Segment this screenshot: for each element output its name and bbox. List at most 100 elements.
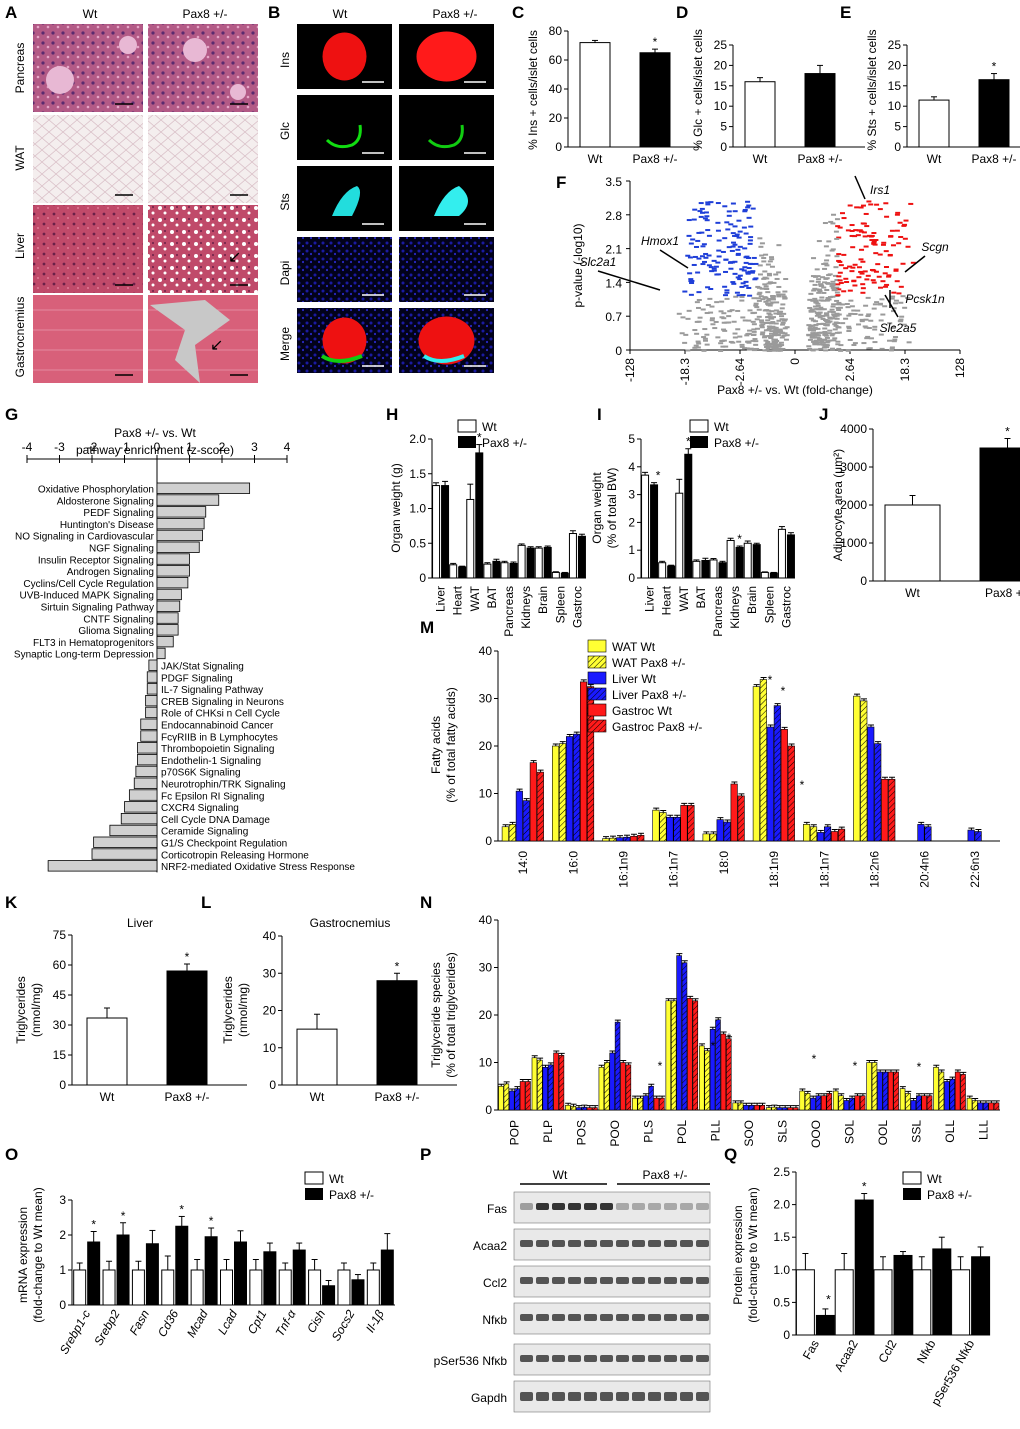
significance-star: * bbox=[727, 1031, 732, 1045]
volcano-point bbox=[729, 249, 735, 252]
volcano-point bbox=[716, 239, 722, 242]
volcano-point bbox=[696, 231, 702, 234]
significance-star: * bbox=[658, 1059, 663, 1073]
significance-star: * bbox=[121, 1209, 126, 1223]
volcano-point bbox=[743, 256, 749, 259]
x-tick-label: Socs2 bbox=[329, 1307, 358, 1343]
pathway-label: Androgen Signaling bbox=[67, 567, 154, 578]
volcano-point bbox=[769, 265, 775, 268]
volcano-point bbox=[727, 261, 733, 264]
annotation-arrow bbox=[597, 270, 661, 291]
volcano-point bbox=[820, 341, 826, 344]
volcano-point bbox=[824, 336, 830, 339]
blot-band bbox=[632, 1277, 645, 1284]
x-tick-label: Wt bbox=[905, 586, 920, 600]
legend-swatch-wt bbox=[902, 1171, 922, 1185]
merge-insulin bbox=[418, 316, 475, 365]
y-axis-label: Protein expression bbox=[731, 1205, 745, 1304]
bar-Liver Pax8 +/--18:1n7 bbox=[823, 826, 832, 842]
x-tick-label: 4 bbox=[284, 440, 291, 454]
panel-letter-k: K bbox=[5, 893, 18, 912]
volcano-point bbox=[887, 322, 893, 325]
bar-Wt bbox=[579, 42, 611, 148]
volcano-point bbox=[679, 332, 685, 335]
volcano-point bbox=[730, 281, 736, 284]
x-tick-label: Kidneys bbox=[519, 586, 533, 629]
volcano-point bbox=[883, 285, 889, 288]
volcano-point bbox=[723, 345, 729, 348]
bar-WAT Pax8 +/--POL bbox=[670, 1000, 677, 1111]
volcano-point bbox=[816, 334, 822, 337]
y-axis-label: % Ins + cells/islet cells bbox=[526, 30, 540, 150]
volcano-point bbox=[876, 275, 882, 278]
volcano-point bbox=[812, 297, 818, 300]
legend-swatch-pax8 bbox=[690, 436, 708, 448]
volcano-point bbox=[751, 323, 757, 326]
volcano-point bbox=[880, 313, 886, 316]
volcano-point bbox=[858, 206, 864, 209]
x-tick-label: Pancreas bbox=[711, 586, 725, 637]
volcano-point bbox=[891, 291, 897, 294]
volcano-point bbox=[806, 345, 812, 348]
volcano-point bbox=[822, 327, 828, 330]
significance-star: * bbox=[781, 684, 786, 698]
volcano-point bbox=[872, 243, 878, 246]
volcano-point bbox=[779, 344, 785, 347]
y-tick-label: 5 bbox=[894, 120, 901, 134]
volcano-point bbox=[768, 281, 774, 284]
volcano-point bbox=[813, 332, 819, 335]
volcano-point bbox=[883, 266, 889, 269]
volcano-point bbox=[896, 292, 902, 295]
panel-letter-j: J bbox=[819, 405, 828, 424]
x-tick-label: SSL bbox=[909, 1120, 923, 1143]
volcano-point bbox=[728, 267, 734, 270]
volcano-point bbox=[838, 264, 844, 267]
bar-Gastroc Wt-SLS bbox=[787, 1107, 794, 1111]
volcano-point bbox=[830, 284, 836, 287]
volcano-point bbox=[811, 257, 817, 260]
volcano-point bbox=[817, 343, 823, 346]
y-tick-label: 0 bbox=[59, 1298, 66, 1312]
volcano-point bbox=[891, 307, 897, 310]
bar-Liver Wt-LLL bbox=[977, 1102, 984, 1111]
islet-blob bbox=[183, 38, 207, 62]
bar-Liver Pax8 +/--16:1n9 bbox=[623, 836, 631, 842]
volcano-point bbox=[720, 345, 726, 348]
panelB-row-merge: Merge bbox=[278, 327, 292, 361]
volcano-point bbox=[815, 327, 821, 330]
volcano-point bbox=[848, 312, 854, 315]
bar-Pax8 +/- bbox=[978, 79, 1010, 148]
volcano-point bbox=[835, 307, 841, 310]
bar-Liver Wt-PLS bbox=[642, 1095, 649, 1111]
bar-Gastroc Wt-POS bbox=[586, 1107, 593, 1111]
volcano-point bbox=[863, 304, 869, 307]
volcano-point bbox=[699, 231, 705, 234]
volcano-point bbox=[762, 336, 768, 339]
volcano-point bbox=[771, 343, 777, 346]
pathway-label: PDGF Signaling bbox=[161, 673, 233, 684]
bar-Gastroc Pax8 +/--OOL bbox=[893, 1071, 899, 1111]
volcano-point bbox=[879, 347, 885, 350]
volcano-point bbox=[829, 285, 835, 288]
y-tick-label: 30 bbox=[53, 1018, 67, 1032]
bar-Liver Pax8 +/--PLL bbox=[715, 1019, 721, 1111]
blot-label: Nfκb bbox=[482, 1313, 507, 1327]
bar-wt-Il-1β bbox=[366, 1269, 380, 1306]
bar-pax8-Liver bbox=[650, 484, 659, 579]
volcano-point bbox=[874, 301, 880, 304]
volcano-point bbox=[756, 286, 762, 289]
histology-image-r2c0 bbox=[33, 205, 143, 293]
bar-WAT Wt-PLS bbox=[632, 1097, 638, 1111]
significance-star: * bbox=[800, 778, 805, 792]
blot-band bbox=[600, 1314, 613, 1321]
chart-title: Gastrocnemius bbox=[310, 916, 391, 930]
y-axis-label: Triglycerides bbox=[221, 976, 235, 1044]
bar-WAT Pax8 +/--16:1n9 bbox=[609, 837, 617, 842]
y-tick-label: 0 bbox=[628, 571, 635, 585]
blot-band bbox=[680, 1314, 693, 1321]
volcano-point bbox=[834, 279, 840, 282]
volcano-point bbox=[835, 313, 841, 316]
pathway-label: Corticotropin Releasing Hormone bbox=[161, 850, 309, 861]
arrow-icon: ↙ bbox=[228, 249, 241, 266]
volcano-point bbox=[740, 282, 746, 285]
